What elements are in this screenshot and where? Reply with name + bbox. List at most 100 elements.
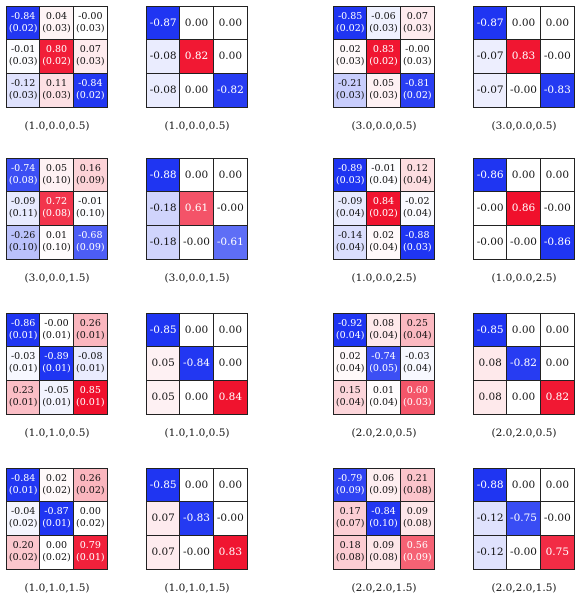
matrix-cell: -0.14 (0.04) xyxy=(334,225,368,259)
matrix-grid: -0.88 0.00 0.00 -0.12 -0.75 -0.00 -0.12 -0.00 0.… xyxy=(473,468,575,570)
matrix-cell: 0.16 (0.09) xyxy=(73,159,107,193)
panel-caption: (1.0,1.0,0.5) xyxy=(24,427,90,439)
matrix-cell: 0.05 xyxy=(147,380,181,414)
cell-uncertainty: (0.04) xyxy=(335,242,365,254)
cell-value: -0.04 xyxy=(10,506,36,518)
matrix-cell: 0.00 xyxy=(180,159,214,193)
cell-uncertainty: (0.01) xyxy=(42,397,71,409)
cell-uncertainty: (0.04) xyxy=(369,175,398,187)
matrix-cell: -0.12 (0.03) xyxy=(7,73,41,107)
cell-value: -0.61 xyxy=(216,236,244,249)
matrix-cell: -0.88 xyxy=(147,159,181,193)
cell-value: 0.00 xyxy=(218,17,243,30)
matrix-cell: -0.04 (0.02) xyxy=(7,502,41,536)
matrix-cell: 0.17 (0.07) xyxy=(334,502,368,536)
cell-uncertainty: (0.02) xyxy=(335,23,365,35)
cell-value: -0.68 xyxy=(78,230,103,242)
matrix-cell: 0.00 xyxy=(180,7,214,41)
cell-value: 0.25 xyxy=(406,318,428,330)
cell-value: -0.00 xyxy=(510,546,537,559)
matrix-cell: -0.89 (0.01) xyxy=(40,347,74,381)
matrix-cell: 0.00 xyxy=(180,469,214,503)
matrix-cell: 0.86 xyxy=(507,192,541,226)
cell-uncertainty: (0.10) xyxy=(76,208,105,220)
cell-uncertainty: (0.04) xyxy=(403,363,432,375)
cell-value: -0.84 xyxy=(10,11,36,23)
matrix-grid: -0.88 0.00 0.00 -0.18 0.61 -0.00 -0.18 -0.00 -0.… xyxy=(146,158,248,260)
cell-value: 0.60 xyxy=(406,385,428,397)
cell-value: -0.18 xyxy=(149,236,177,249)
matrix-cell: 0.09 (0.08) xyxy=(400,502,434,536)
matrix-cell: -0.00 xyxy=(213,502,247,536)
cell-value: 0.00 xyxy=(184,84,209,97)
matrix-cell: 0.60 (0.03) xyxy=(400,380,434,414)
cell-value: -0.00 xyxy=(78,11,103,23)
matrix-cell: -0.00 xyxy=(507,225,541,259)
matrix-cell: 0.02 (0.03) xyxy=(334,40,368,74)
matrix-cell: -0.00 xyxy=(474,192,508,226)
matrix-cell: -0.87 (0.01) xyxy=(40,502,74,536)
cell-uncertainty: (0.08) xyxy=(42,208,71,220)
cell-value: -0.08 xyxy=(149,84,177,97)
matrix-cell: 0.82 xyxy=(180,40,214,74)
matrix-cell: 0.00 xyxy=(540,469,574,503)
cell-uncertainty: (0.02) xyxy=(42,56,71,68)
cell-value: 0.00 xyxy=(184,17,209,30)
matrix-grid: -0.85 0.00 0.00 0.07 -0.83 -0.00 0.07 -0.00 0.83 xyxy=(146,468,248,570)
matrix-cell: -0.68 (0.09) xyxy=(73,225,107,259)
cell-uncertainty: (0.09) xyxy=(76,242,105,254)
matrix-cell: 0.20 (0.02) xyxy=(7,535,41,569)
cell-value: -0.07 xyxy=(476,50,504,63)
cell-uncertainty: (0.03) xyxy=(403,242,432,254)
cell-uncertainty: (0.09) xyxy=(369,485,398,497)
cell-value: 0.61 xyxy=(184,202,209,215)
cell-value: 0.12 xyxy=(406,163,428,175)
matrix-cell: -0.00 xyxy=(507,535,541,569)
cell-value: -0.85 xyxy=(149,324,177,337)
matrix-cell: -0.08 xyxy=(147,73,181,107)
cell-value: -0.74 xyxy=(371,351,396,363)
cell-value: -0.21 xyxy=(337,78,363,90)
cell-uncertainty: (0.03) xyxy=(42,23,71,35)
matrix-cell: 0.80 (0.02) xyxy=(40,40,74,74)
matrix-cell: -0.01 (0.04) xyxy=(367,159,401,193)
cell-value: 0.16 xyxy=(79,163,101,175)
cell-value: -0.03 xyxy=(405,351,430,363)
matrix-grid: -0.87 0.00 0.00 -0.07 0.83 -0.00 -0.07 -0.00 -0.… xyxy=(473,6,575,108)
panel-caption: (1.0,1.0,0.5) xyxy=(164,427,230,439)
matrix-cell: 0.00 xyxy=(507,7,541,41)
cell-value: 0.02 xyxy=(372,230,395,242)
cell-uncertainty: (0.03) xyxy=(403,23,432,35)
cell-value: -0.00 xyxy=(216,512,244,525)
cell-value: 0.56 xyxy=(406,540,428,552)
cell-value: -0.86 xyxy=(10,318,36,330)
cell-value: 0.02 xyxy=(45,473,68,485)
cell-value: 0.02 xyxy=(339,351,361,363)
panel-caption: (1.0,1.0,1.5) xyxy=(24,582,90,594)
matrix-cell: -0.61 xyxy=(213,225,247,259)
cell-value: 0.00 xyxy=(45,540,68,552)
cell-value: -0.00 xyxy=(543,202,571,215)
cell-uncertainty: (0.02) xyxy=(403,90,432,102)
matrix-cell: 0.83 xyxy=(213,535,247,569)
matrix-grid: -0.86 (0.01) -0.00 (0.01) 0.26 (0.01) -0.03 (0.… xyxy=(6,313,108,415)
cell-uncertainty: (0.03) xyxy=(8,56,38,68)
cell-value: 0.00 xyxy=(218,357,243,370)
cell-uncertainty: (0.03) xyxy=(8,90,38,102)
cell-uncertainty: (0.03) xyxy=(42,90,71,102)
matrix-cell: -0.18 xyxy=(147,225,181,259)
matrix-cell: 0.09 (0.08) xyxy=(367,535,401,569)
cell-uncertainty: (0.02) xyxy=(8,552,38,564)
matrix-grid: -0.85 0.00 0.00 0.08 -0.82 0.00 0.08 0.00 0.82 xyxy=(473,313,575,415)
cell-value: 0.84 xyxy=(372,196,395,208)
cell-value: -0.09 xyxy=(337,196,363,208)
cell-uncertainty: (0.10) xyxy=(8,242,38,254)
cell-uncertainty: (0.04) xyxy=(335,208,365,220)
matrix-cell: 0.79 (0.01) xyxy=(73,535,107,569)
matrix-cell: -0.84 (0.02) xyxy=(7,7,41,41)
cell-uncertainty: (0.04) xyxy=(369,330,398,342)
matrix-cell: -0.74 (0.05) xyxy=(367,347,401,381)
cell-value: -0.02 xyxy=(405,196,430,208)
matrix-cell: -0.26 (0.10) xyxy=(7,225,41,259)
matrix-cell: 0.00 (0.02) xyxy=(40,535,74,569)
